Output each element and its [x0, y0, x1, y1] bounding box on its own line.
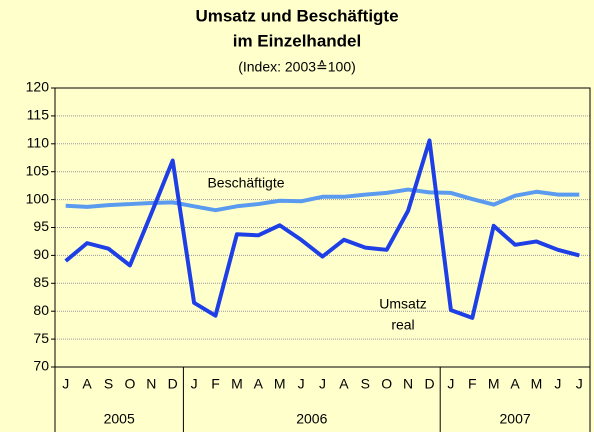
x-tick-label: D [168, 376, 178, 392]
x-tick-label: A [510, 376, 520, 392]
year-label: 2007 [500, 411, 531, 427]
x-tick-label: J [576, 376, 583, 392]
x-tick-label: M [274, 376, 286, 392]
y-tick-label: 100 [26, 190, 50, 206]
x-tick-label: N [403, 376, 413, 392]
y-tick-label: 105 [26, 162, 50, 178]
x-tick-label: S [361, 376, 370, 392]
chart-title: im Einzelhandel [233, 31, 361, 50]
x-tick-label: J [447, 376, 454, 392]
series-line [64, 138, 580, 320]
x-tick-label: J [554, 376, 561, 392]
x-tick-label: F [468, 376, 477, 392]
plot-border [54, 87, 591, 368]
x-tick-label: A [254, 376, 264, 392]
x-tick-label: O [381, 376, 392, 392]
x-tick-label: M [488, 376, 500, 392]
y-tick-label: 95 [33, 218, 49, 234]
x-tick-label: F [211, 376, 220, 392]
x-tick-label: D [424, 376, 434, 392]
x-tick-label: J [319, 376, 326, 392]
year-label: 2006 [296, 411, 327, 427]
x-tick-label: J [191, 376, 198, 392]
y-tick-label: 110 [27, 135, 50, 151]
y-tick-label: 75 [33, 330, 49, 346]
y-tick-label: 80 [33, 302, 49, 318]
y-tick-label: 120 [26, 79, 50, 95]
x-tick-label: J [298, 376, 305, 392]
year-label: 2005 [104, 411, 135, 427]
annotation: real [391, 317, 414, 333]
x-tick-label: O [124, 376, 135, 392]
x-tick-label: A [82, 376, 92, 392]
x-tick-label: M [531, 376, 543, 392]
x-tick-label: M [231, 376, 243, 392]
x-tick-label: N [146, 376, 156, 392]
chart-subtitle: (Index: 2003≙100) [238, 59, 356, 75]
x-tick-label: J [62, 376, 69, 392]
x-tick-label: A [339, 376, 349, 392]
x-tick-label: S [104, 376, 113, 392]
series-line [65, 187, 580, 213]
y-tick-label: 90 [33, 246, 49, 262]
annotation: Umsatz [379, 296, 426, 312]
y-tick-label: 85 [33, 274, 49, 290]
y-tick-label: 115 [27, 107, 50, 123]
annotation: Beschäftigte [207, 175, 284, 191]
chart-title: Umsatz und Beschäftigte [195, 6, 398, 25]
y-tick-label: 70 [33, 358, 49, 374]
